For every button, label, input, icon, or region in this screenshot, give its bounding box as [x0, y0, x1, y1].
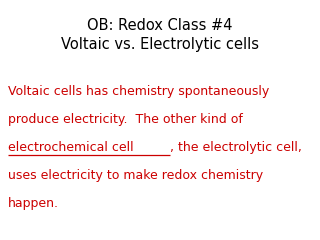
Text: Voltaic cells has chemistry spontaneously: Voltaic cells has chemistry spontaneousl… — [8, 85, 269, 98]
Text: produce electricity.  The other kind of: produce electricity. The other kind of — [8, 113, 243, 126]
Text: happen.: happen. — [8, 197, 59, 210]
Text: , the electrolytic cell,: , the electrolytic cell, — [170, 141, 302, 154]
Text: OB: Redox Class #4
Voltaic vs. Electrolytic cells: OB: Redox Class #4 Voltaic vs. Electroly… — [61, 18, 259, 52]
Text: uses electricity to make redox chemistry: uses electricity to make redox chemistry — [8, 169, 263, 182]
Text: electrochemical cell: electrochemical cell — [8, 141, 134, 154]
